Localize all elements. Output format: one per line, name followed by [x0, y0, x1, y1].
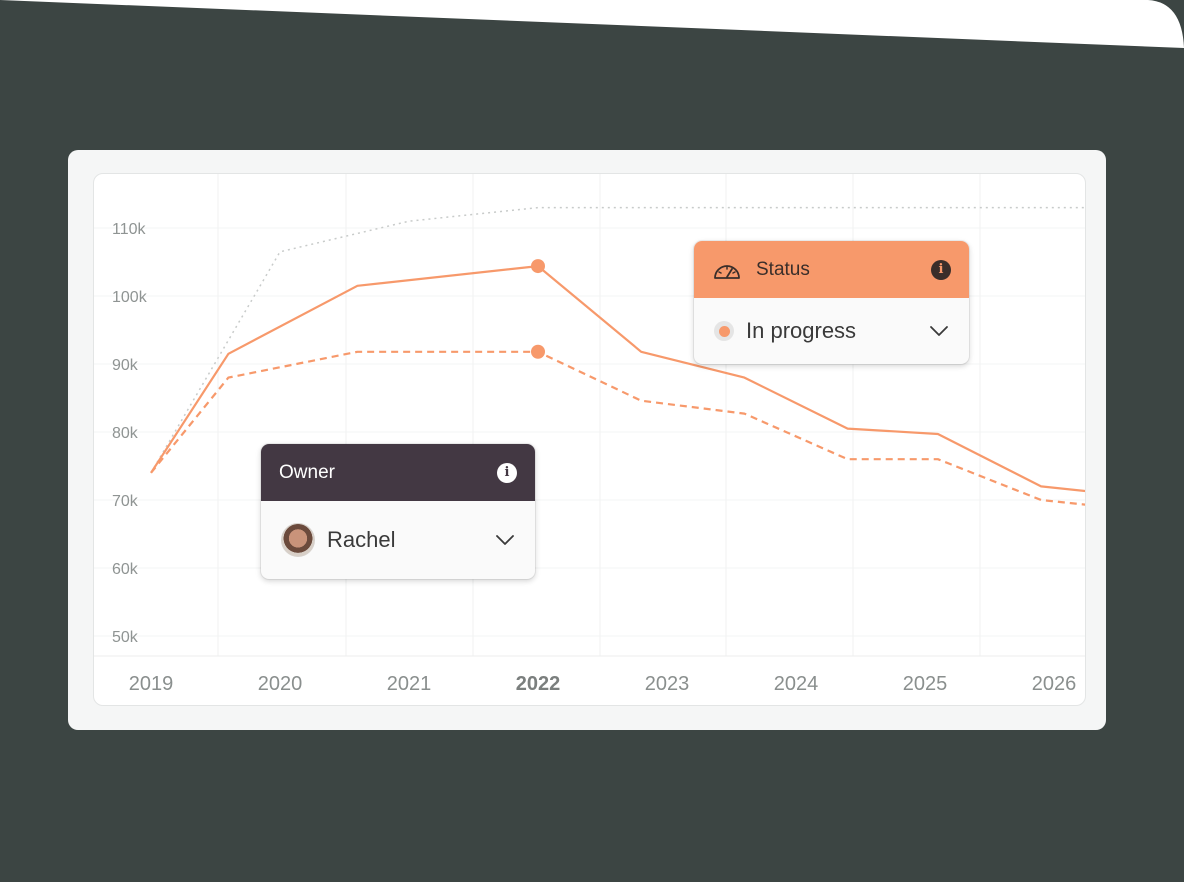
- owner-select[interactable]: Rachel: [261, 501, 535, 579]
- data-point-marker: [531, 344, 545, 359]
- chevron-down-icon[interactable]: [495, 534, 515, 546]
- status-indicator: [714, 321, 734, 341]
- x-tick-label: 2019: [129, 673, 174, 695]
- data-point-marker: [531, 259, 545, 274]
- status-title: Status: [756, 258, 810, 280]
- y-tick-label: 50k: [112, 629, 139, 646]
- avatar: [281, 523, 315, 557]
- owner-dropdown-card: Owner i Rachel: [261, 444, 535, 579]
- x-tick-label: 2021: [387, 673, 432, 695]
- x-tick-label: 2026: [1032, 673, 1077, 695]
- owner-title: Owner: [279, 461, 335, 483]
- owner-value: Rachel: [327, 527, 396, 552]
- y-tick-label: 60k: [112, 561, 139, 578]
- x-tick-label: 2020: [258, 673, 303, 695]
- y-tick-label: 100k: [112, 289, 148, 306]
- x-tick-label: 2022: [516, 673, 561, 695]
- y-tick-label: 80k: [112, 425, 139, 442]
- x-tick-label: 2023: [645, 673, 690, 695]
- info-icon[interactable]: i: [931, 259, 951, 280]
- status-select[interactable]: In progress: [694, 298, 969, 364]
- y-tick-label: 110k: [112, 221, 147, 238]
- chevron-down-icon[interactable]: [929, 325, 949, 337]
- info-icon[interactable]: i: [497, 462, 517, 483]
- gauge-icon: [714, 264, 740, 279]
- series-line-dotted: [150, 206, 1085, 474]
- x-tick-label: 2024: [774, 673, 819, 695]
- y-tick-label: 90k: [112, 357, 139, 374]
- top-white-sheet: [0, 0, 1184, 48]
- status-header: Status i: [694, 241, 969, 298]
- status-value: In progress: [746, 318, 857, 343]
- x-tick-label: 2025: [903, 673, 948, 695]
- y-tick-label: 70k: [112, 493, 139, 510]
- series-line-dashed: [150, 350, 1085, 506]
- series-line-solid: [150, 265, 1085, 493]
- owner-header: Owner i: [261, 444, 535, 501]
- status-dropdown-card: Status i In progress: [694, 241, 969, 364]
